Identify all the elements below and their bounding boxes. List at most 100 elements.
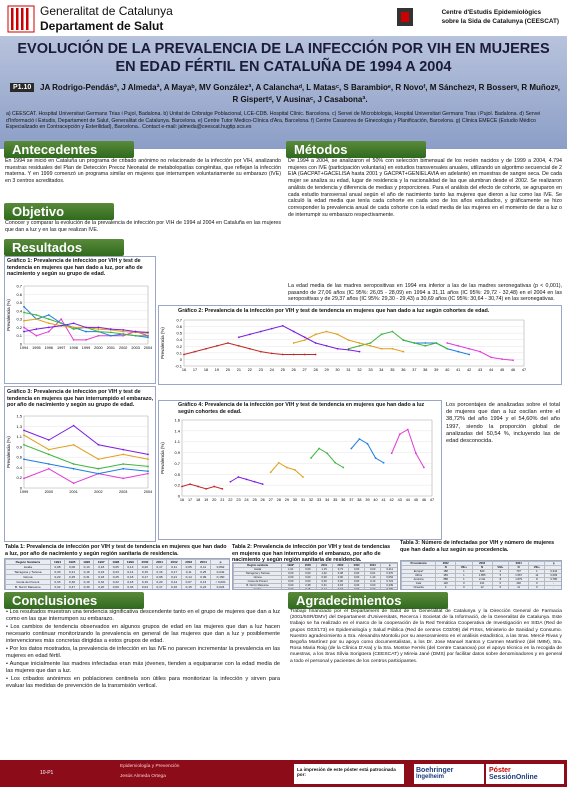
y-tick-label: 1.6 — [174, 418, 180, 423]
data-point — [181, 485, 183, 488]
affiliations: a) CEESCAT. Hospital Universitari German… — [6, 111, 541, 131]
x-tick-label: 27 — [303, 368, 307, 372]
table-cell: 0,03 — [138, 590, 153, 591]
table-cell: 0 — [455, 585, 473, 589]
data-point — [406, 428, 409, 431]
table-cell: 0,490 — [380, 587, 397, 589]
table-1-box: Región Sanitaria 1994 1995 1996 1997 1998 1999… — [4, 558, 230, 590]
title-band — [0, 36, 567, 149]
data-point — [97, 472, 100, 475]
table-cell: 0,12 — [315, 587, 333, 589]
data-point — [358, 350, 361, 353]
y-tick-label: 0.6 — [16, 455, 22, 460]
y-tick-label: 0 — [178, 494, 181, 499]
x-tick-label: 35 — [390, 368, 394, 372]
y-tick-label: 0.7 — [174, 461, 180, 466]
y-tick-label: 1.3 — [16, 424, 22, 429]
data-point — [402, 339, 405, 342]
data-point — [147, 458, 149, 461]
data-point — [369, 342, 372, 344]
table-cell: Centre — [6, 590, 51, 591]
footer-line1: Epidemiología y Prevención — [120, 764, 180, 769]
data-point — [226, 342, 229, 344]
x-tick-label: 31 — [346, 368, 350, 372]
section-resultados: Resultados — [4, 239, 124, 256]
data-point — [310, 457, 312, 459]
table-3-box: Procedencia 2002 2003 2004 p N VIH+ N VIH+ N VIH+ E… — [400, 560, 562, 590]
data-point — [23, 305, 25, 308]
data-point — [380, 333, 383, 336]
postersession-logo: Póster SessiónOnline — [486, 764, 564, 784]
table-cell: 3 — [456, 590, 472, 591]
data-point — [350, 447, 353, 450]
data-point — [35, 334, 38, 337]
data-point — [134, 334, 137, 337]
x-tick-label: 21 — [237, 368, 241, 372]
data-point — [23, 319, 25, 322]
x-tick-label: 22 — [248, 368, 252, 372]
table-cell: 0,18 — [331, 587, 349, 589]
data-point — [35, 328, 38, 330]
data-point — [398, 433, 401, 436]
table-2-caption: Tabla 2: Prevalencia de infección por VI… — [232, 544, 391, 564]
x-tick-label: 43 — [478, 368, 482, 372]
x-tick-label: 43 — [398, 498, 402, 502]
table-cell: 0,13 — [181, 590, 196, 591]
y-tick-label: 0.6 — [176, 324, 182, 329]
data-point — [72, 328, 75, 330]
series-line — [181, 483, 223, 490]
x-tick-label: 37 — [412, 368, 416, 372]
data-point — [122, 467, 125, 470]
metodos-text: De 1994 a 2004, se analizaron el 50% con… — [288, 158, 562, 218]
boehringer-line1: Boehringer — [416, 767, 454, 774]
conclusion-item: • Los cambios de tendencia observados en… — [6, 624, 280, 644]
series-line — [23, 458, 149, 475]
y-tick-label: 0.4 — [16, 465, 22, 470]
data-point — [382, 461, 385, 464]
y-axis-label: Prevalencia (%) — [6, 299, 11, 331]
generalitat-logo-icon — [7, 5, 35, 33]
x-tick-label: 44 — [489, 368, 493, 372]
x-tick-label: 38 — [423, 368, 427, 372]
data-point — [302, 476, 304, 478]
x-tick-label: 28 — [277, 498, 281, 502]
x-tick-label: 25 — [252, 498, 256, 502]
data-point — [479, 350, 482, 353]
data-point — [122, 330, 125, 333]
chart-2: -0.1 0 0.10.2 0.40.5 0.60.7 16 17 18 19 20 21 22 23 2… — [160, 318, 526, 373]
table-cell: 0,11 — [109, 590, 124, 591]
data-point — [292, 353, 295, 356]
data-point — [122, 333, 125, 335]
data-point — [237, 476, 240, 478]
data-point — [446, 342, 449, 344]
section-agradecimientos: Agradecimientos — [288, 592, 448, 609]
table-row: Centre0,250,370,290,220,110,130,030,150,… — [6, 590, 231, 591]
data-point — [60, 324, 63, 327]
data-point — [391, 347, 394, 350]
table-cell: - — [544, 585, 561, 589]
data-point — [512, 359, 514, 362]
data-point — [109, 334, 112, 337]
data-point — [122, 329, 125, 331]
table-2-box: Región sanitaria 1999* 2000 2001 2002 2003 200… — [232, 562, 398, 590]
data-point — [97, 443, 100, 446]
table-cell: 0,05 — [196, 590, 211, 591]
y-tick-label: 0.9 — [174, 450, 180, 455]
x-tick-label: 34 — [325, 498, 329, 502]
data-point — [47, 453, 50, 456]
series-line — [238, 325, 360, 353]
data-point — [413, 342, 416, 344]
data-point — [277, 461, 280, 464]
table-1-caption: Tabla 1: Prevalencia de infección por VI… — [5, 544, 227, 557]
data-point — [72, 467, 75, 470]
data-point — [292, 330, 295, 333]
data-point — [47, 318, 50, 321]
data-point — [285, 466, 288, 469]
data-point — [253, 480, 256, 483]
table-cell: 0,15 — [152, 590, 167, 591]
authors: JA Rodrigo-Pendásª, J Almedaª, A Mayaᵇ, … — [40, 83, 561, 104]
y-tick-label: 0.2 — [16, 475, 22, 480]
chart-3: 0 0.2 0.4 0.6 0.9 1.1 1.3 1.5 1999 2000 2001 2002 20… — [6, 414, 152, 495]
plot-area — [183, 319, 525, 367]
data-point — [314, 333, 317, 336]
